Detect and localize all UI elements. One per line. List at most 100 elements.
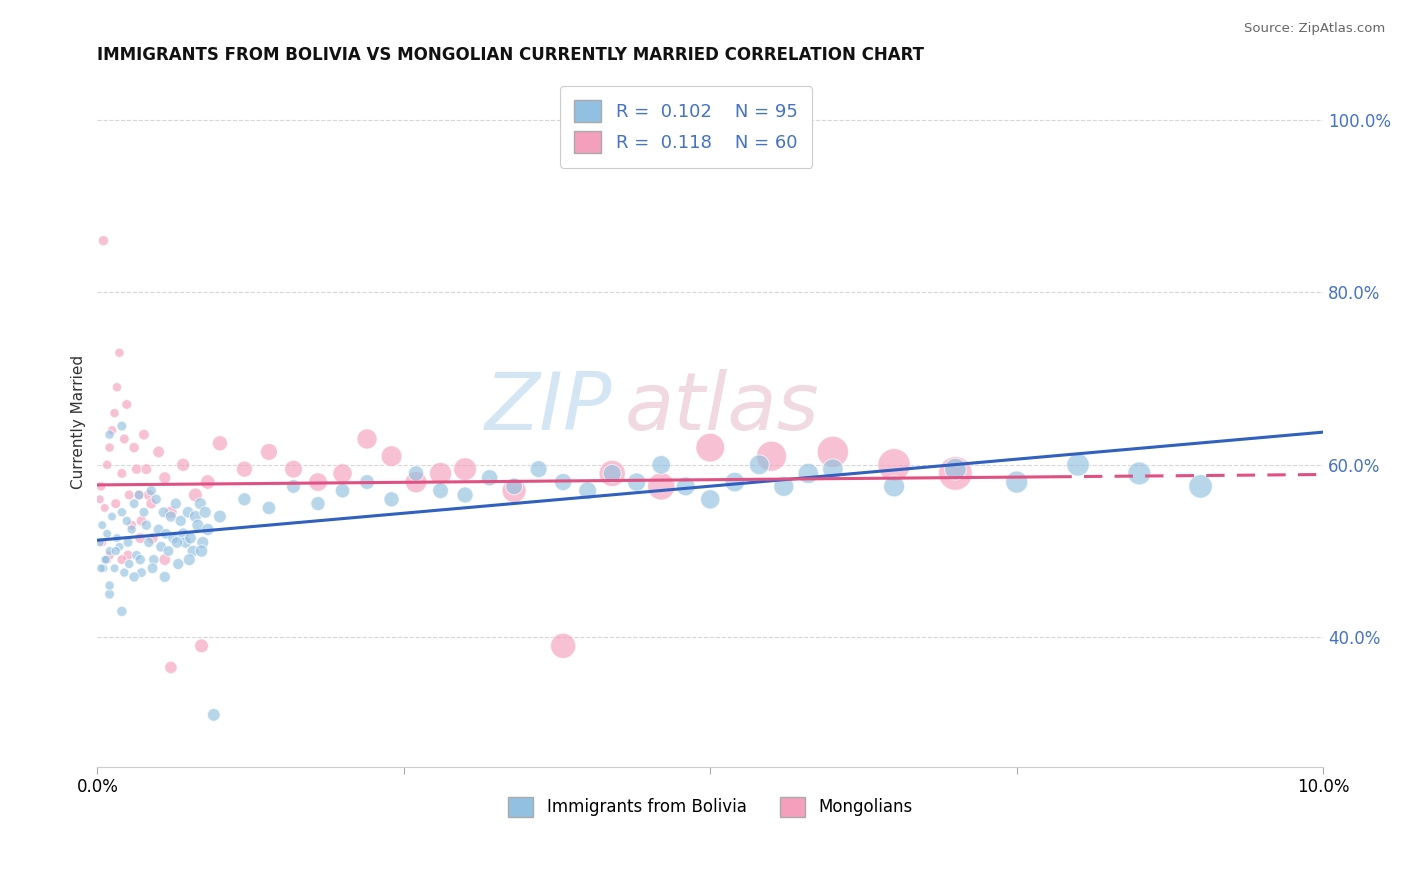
Point	[208, 436, 231, 450]
Point	[190, 544, 212, 558]
Point	[172, 458, 194, 472]
Point	[98, 441, 121, 455]
Text: IMMIGRANTS FROM BOLIVIA VS MONGOLIAN CURRENTLY MARRIED CORRELATION CHART: IMMIGRANTS FROM BOLIVIA VS MONGOLIAN CUR…	[97, 46, 924, 64]
Point	[141, 531, 163, 545]
Point	[96, 552, 118, 566]
Point	[150, 540, 173, 554]
Point	[122, 570, 145, 584]
Point	[429, 483, 451, 498]
Point	[131, 514, 153, 528]
Point	[945, 462, 967, 476]
Point	[503, 479, 526, 493]
Point	[141, 497, 163, 511]
Point	[945, 467, 967, 481]
Point	[128, 488, 150, 502]
Point	[115, 397, 138, 411]
Point	[157, 544, 180, 558]
Point	[675, 479, 697, 493]
Point	[111, 467, 134, 481]
Point	[821, 462, 844, 476]
Point	[553, 639, 575, 653]
Point	[153, 471, 176, 485]
Point	[153, 570, 176, 584]
Point	[166, 535, 188, 549]
Point	[332, 483, 354, 498]
Point	[650, 479, 672, 493]
Point	[118, 488, 141, 502]
Point	[122, 497, 145, 511]
Point	[429, 467, 451, 481]
Point	[188, 497, 211, 511]
Point	[332, 467, 354, 481]
Text: ZIP: ZIP	[485, 369, 612, 447]
Point	[93, 500, 115, 515]
Point	[380, 449, 402, 463]
Point	[138, 535, 160, 549]
Point	[125, 549, 148, 563]
Point	[1067, 458, 1090, 472]
Point	[1005, 475, 1028, 489]
Point	[117, 549, 139, 563]
Point	[724, 475, 747, 489]
Point	[104, 497, 127, 511]
Point	[179, 552, 201, 566]
Point	[96, 526, 118, 541]
Point	[93, 552, 115, 566]
Point	[190, 639, 212, 653]
Point	[184, 509, 207, 524]
Point	[108, 345, 131, 359]
Point	[101, 423, 124, 437]
Point	[184, 488, 207, 502]
Point	[1189, 479, 1212, 493]
Text: Source: ZipAtlas.com: Source: ZipAtlas.com	[1244, 22, 1385, 36]
Point	[233, 462, 256, 476]
Point	[115, 514, 138, 528]
Point	[138, 488, 160, 502]
Point	[208, 509, 231, 524]
Point	[503, 483, 526, 498]
Point	[197, 475, 219, 489]
Point	[129, 552, 152, 566]
Point	[883, 479, 905, 493]
Point	[202, 707, 225, 722]
Point	[89, 492, 111, 507]
Point	[112, 432, 135, 446]
Point	[155, 526, 177, 541]
Point	[600, 467, 623, 481]
Point	[172, 526, 194, 541]
Point	[307, 497, 329, 511]
Point	[132, 505, 155, 519]
Point	[131, 566, 153, 580]
Point	[170, 514, 193, 528]
Point	[132, 427, 155, 442]
Point	[101, 509, 124, 524]
Point	[283, 462, 305, 476]
Point	[121, 518, 143, 533]
Point	[160, 660, 183, 674]
Point	[98, 427, 121, 442]
Point	[257, 500, 280, 515]
Point	[105, 531, 128, 545]
Point	[108, 540, 131, 554]
Point	[162, 531, 184, 545]
Point	[129, 531, 152, 545]
Point	[98, 578, 121, 592]
Point	[553, 475, 575, 489]
Point	[380, 492, 402, 507]
Point	[797, 467, 820, 481]
Point	[148, 445, 170, 459]
Point	[125, 462, 148, 476]
Point	[103, 406, 125, 420]
Point	[187, 518, 209, 533]
Point	[233, 492, 256, 507]
Point	[197, 523, 219, 537]
Point	[772, 479, 794, 493]
Point	[90, 561, 112, 575]
Point	[821, 445, 844, 459]
Point	[650, 458, 672, 472]
Point	[90, 479, 112, 493]
Point	[91, 535, 114, 549]
Point	[454, 462, 477, 476]
Point	[160, 505, 183, 519]
Text: atlas: atlas	[624, 369, 820, 447]
